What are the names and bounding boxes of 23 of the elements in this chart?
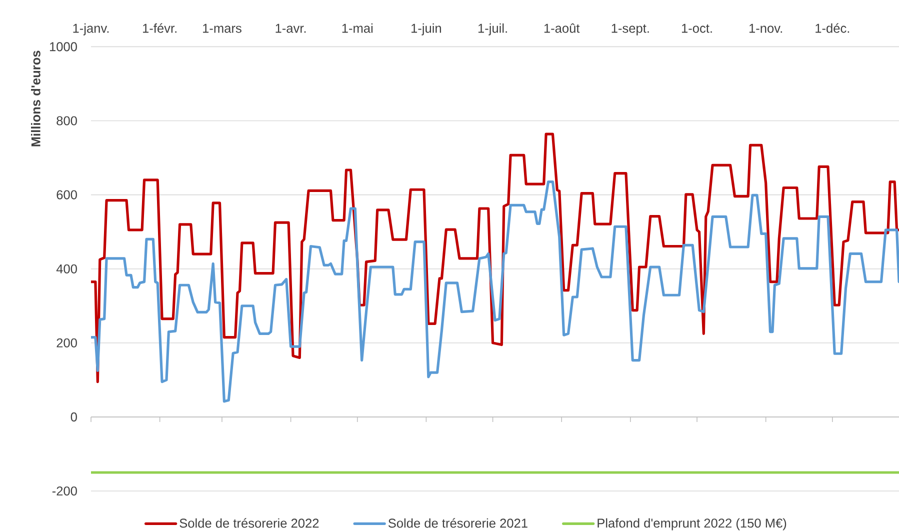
x-tick-label: 1-févr. <box>143 23 176 33</box>
x-tick-label: 1-avr. <box>276 24 306 33</box>
x-tick-label: 1-juin <box>412 23 441 36</box>
y-axis-title: Millions d'euros <box>30 50 40 146</box>
y-tick-label: 1000 <box>50 42 77 52</box>
x-tick-label: 1-oct. <box>682 24 712 33</box>
y-tick-label: 800 <box>56 116 77 126</box>
x-tick-label: 1-déc. <box>816 23 850 33</box>
y-tick-label: 400 <box>56 264 77 274</box>
y-tick-label: -200 <box>52 486 77 496</box>
x-tick-label: 1-sept. <box>612 24 649 36</box>
x-tick-label: 1-août <box>544 23 580 33</box>
x-tick-label: 1-nov. <box>749 24 782 33</box>
x-tick-label: 1-juil. <box>478 23 507 36</box>
legend-label: Solde de trésorerie 2021 <box>388 518 528 528</box>
legend-label: Plafond d'emprunt 2022 (150 M€) <box>598 518 786 530</box>
y-tick-label: 200 <box>56 338 77 348</box>
x-tick-label: 1-mai <box>342 23 373 33</box>
x-tick-label: 1-janv. <box>73 23 109 36</box>
y-tick-label: 600 <box>56 190 77 200</box>
legend-label: Solde de trésorerie 2022 <box>180 518 319 528</box>
y-tick-label: 0 <box>70 412 77 422</box>
x-tick-label: 1-mars <box>203 24 242 33</box>
